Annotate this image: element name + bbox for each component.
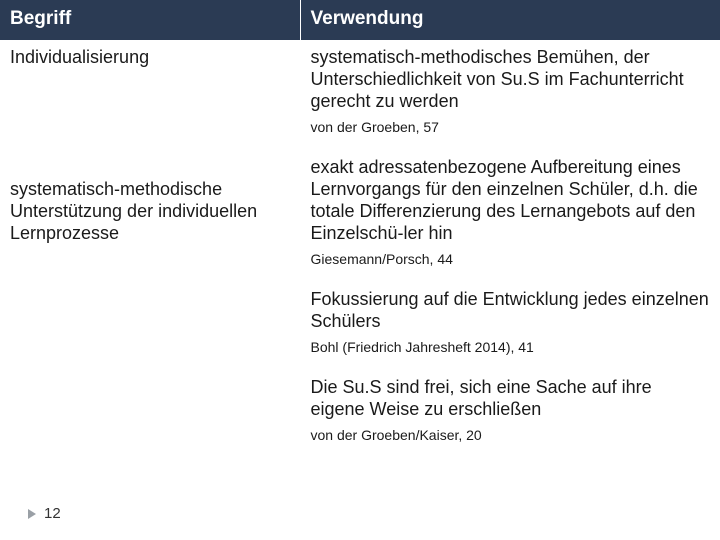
table-row-cite: Bohl (Friedrich Jahresheft 2014), 41 <box>0 339 720 361</box>
table-row-cite: von der Groeben, 57 <box>0 119 720 141</box>
cell-citation: von der Groeben/Kaiser, 20 <box>300 427 720 449</box>
page-number: 12 <box>44 505 61 522</box>
cell-begriff <box>0 371 300 427</box>
table-row-cite: von der Groeben/Kaiser, 20 <box>0 427 720 449</box>
definition-table: Begriff Verwendung Individualisierung sy… <box>0 0 720 449</box>
table-row: systematisch-methodische Unterstützung d… <box>0 151 720 251</box>
cell-verwendung: exakt adressatenbezogene Aufbereitung ei… <box>300 151 720 251</box>
table-header-row: Begriff Verwendung <box>0 0 720 41</box>
cell-verwendung: Die Su.S sind frei, sich eine Sache auf … <box>300 371 720 427</box>
cell-begriff: Individualisierung <box>0 41 300 119</box>
cell-citation: Giesemann/Porsch, 44 <box>300 251 720 273</box>
cell-begriff <box>0 283 300 339</box>
cell-verwendung: Fokussierung auf die Entwicklung jedes e… <box>300 283 720 339</box>
cell-citation: Bohl (Friedrich Jahresheft 2014), 41 <box>300 339 720 361</box>
footer: 12 <box>28 505 61 522</box>
triangle-icon <box>28 509 36 519</box>
cell-begriff: systematisch-methodische Unterstützung d… <box>0 151 300 273</box>
col-header-begriff: Begriff <box>0 0 300 41</box>
table-row: Individualisierung systematisch-methodis… <box>0 41 720 119</box>
cell-verwendung: systematisch-methodisches Bemühen, der U… <box>300 41 720 119</box>
slide: Begriff Verwendung Individualisierung sy… <box>0 0 720 540</box>
table-row: Die Su.S sind frei, sich eine Sache auf … <box>0 371 720 427</box>
table-row: Fokussierung auf die Entwicklung jedes e… <box>0 283 720 339</box>
cell-citation: von der Groeben, 57 <box>300 119 720 141</box>
col-header-verwendung: Verwendung <box>300 0 720 41</box>
